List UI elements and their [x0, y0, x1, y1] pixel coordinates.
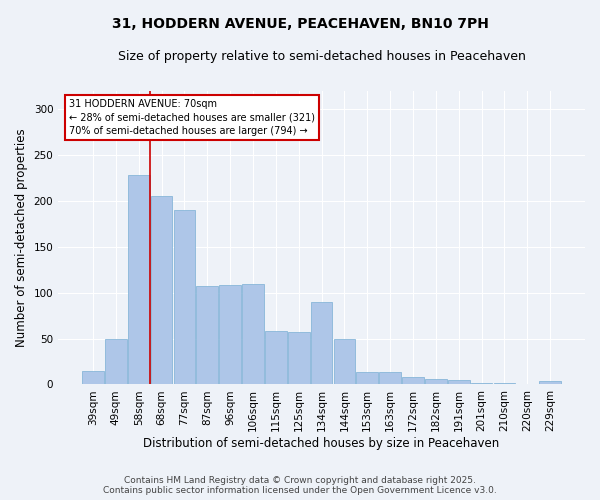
Bar	[334, 338, 355, 384]
Bar	[471, 382, 493, 384]
Bar	[539, 381, 561, 384]
Bar	[105, 338, 127, 384]
Bar	[448, 380, 470, 384]
Text: Contains HM Land Registry data © Crown copyright and database right 2025.
Contai: Contains HM Land Registry data © Crown c…	[103, 476, 497, 495]
Bar	[402, 377, 424, 384]
Bar	[494, 382, 515, 384]
Bar	[196, 286, 218, 384]
Bar	[82, 370, 104, 384]
Bar	[173, 210, 195, 384]
Y-axis label: Number of semi-detached properties: Number of semi-detached properties	[15, 128, 28, 347]
Bar	[288, 332, 310, 384]
Bar	[425, 379, 447, 384]
Text: 31 HODDERN AVENUE: 70sqm
← 28% of semi-detached houses are smaller (321)
70% of : 31 HODDERN AVENUE: 70sqm ← 28% of semi-d…	[69, 100, 315, 136]
Bar	[311, 302, 332, 384]
X-axis label: Distribution of semi-detached houses by size in Peacehaven: Distribution of semi-detached houses by …	[143, 437, 500, 450]
Title: Size of property relative to semi-detached houses in Peacehaven: Size of property relative to semi-detach…	[118, 50, 526, 63]
Text: 31, HODDERN AVENUE, PEACEHAVEN, BN10 7PH: 31, HODDERN AVENUE, PEACEHAVEN, BN10 7PH	[112, 18, 488, 32]
Bar	[128, 175, 149, 384]
Bar	[265, 331, 287, 384]
Bar	[242, 284, 264, 384]
Bar	[151, 196, 172, 384]
Bar	[356, 372, 378, 384]
Bar	[379, 372, 401, 384]
Bar	[219, 286, 241, 384]
